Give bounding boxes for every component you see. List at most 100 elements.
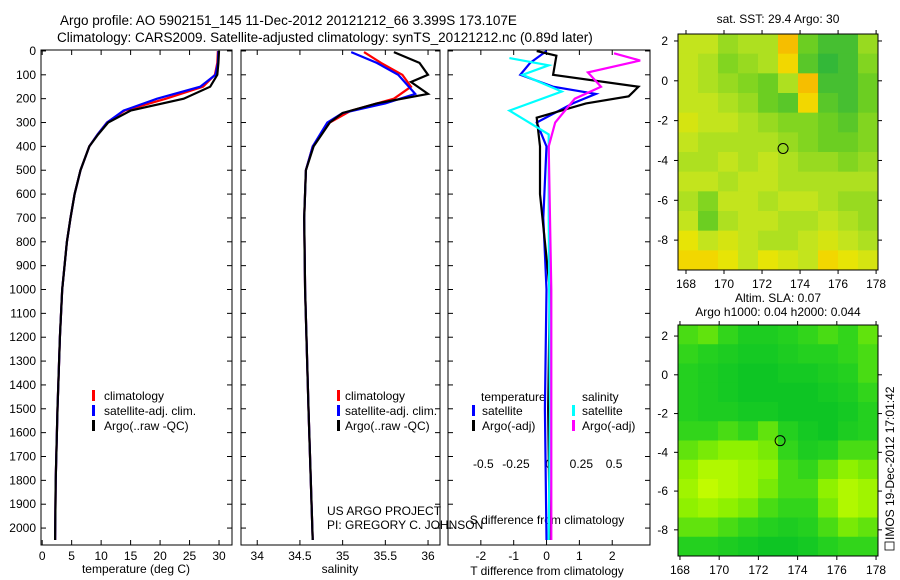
- map-cell: [758, 191, 779, 212]
- map-cell: [738, 440, 759, 461]
- map-cell: [738, 93, 759, 114]
- lon-tick-label: 176: [828, 277, 848, 291]
- map-cell: [718, 382, 739, 403]
- map-cell: [678, 363, 699, 384]
- map-cell: [758, 325, 779, 345]
- legend-swatch-s-argo: [572, 420, 575, 431]
- y-tick-label: 300: [16, 116, 36, 130]
- map-cell: [718, 191, 739, 212]
- map-cell: [798, 363, 819, 384]
- series-climatology: [54, 50, 219, 541]
- lat-tick-label: 0: [661, 74, 668, 88]
- lat-tick-label: -8: [657, 233, 668, 247]
- timestamp-stamp: IMOS 19-Dec-2012 17:01:42: [883, 386, 897, 551]
- map-cell: [698, 152, 719, 173]
- legend-label: climatology: [345, 389, 405, 403]
- map-cell: [778, 498, 799, 518]
- map-cell: [678, 344, 699, 364]
- series-argo-raw-qc-: [54, 50, 221, 541]
- map-cell: [798, 498, 819, 518]
- map-cell: [838, 53, 859, 74]
- map-cell: [678, 325, 699, 345]
- legend-swatch-climatology: [92, 390, 95, 401]
- map-cell: [818, 34, 839, 55]
- map-cell: [758, 536, 779, 557]
- map-cell: [718, 93, 739, 114]
- map-cell: [838, 93, 859, 114]
- map-cell: [698, 171, 719, 192]
- y-tick-label: 1100: [10, 306, 36, 320]
- sla-map-title: Altim. SLA: 0.07: [735, 291, 821, 305]
- legend-difference: temperature salinity satellite Argo(-adj…: [472, 390, 635, 433]
- map-cell: [698, 211, 719, 232]
- map-frame: [677, 33, 879, 271]
- map-cell: [678, 459, 699, 480]
- map-cell: [678, 498, 699, 518]
- map-cell: [738, 112, 759, 133]
- legend-swatch-t-argo: [472, 420, 475, 431]
- map-cell: [738, 382, 759, 403]
- map-cell: [838, 132, 859, 153]
- map-cell: [798, 93, 819, 114]
- legend-label: satellite-adj. clim.: [345, 404, 437, 418]
- map-cell: [798, 112, 819, 133]
- map-cell: [698, 402, 719, 422]
- argo-location-marker: [774, 435, 786, 447]
- x-tick-label: 2: [609, 549, 616, 563]
- legend-header-temperature: temperature: [481, 390, 546, 404]
- map-cell: [778, 250, 799, 271]
- map-cell: [858, 498, 879, 518]
- map-cell: [798, 152, 819, 173]
- map-cell: [818, 536, 839, 557]
- map-cell: [778, 517, 799, 538]
- map-cell: [798, 440, 819, 461]
- map-cell: [798, 421, 819, 441]
- map-cell: [678, 132, 699, 153]
- map-cell: [798, 325, 819, 345]
- map-cell: [858, 132, 879, 153]
- lon-tick-label: 178: [866, 277, 886, 291]
- map-cell: [698, 382, 719, 403]
- map-cell: [718, 73, 739, 94]
- map-cell: [838, 250, 859, 271]
- map-cell: [798, 402, 819, 422]
- map-cell: [818, 479, 839, 499]
- map-cell: [838, 498, 859, 518]
- map-cell: [778, 421, 799, 441]
- map-cell: [758, 479, 779, 499]
- y-tick-label: 1200: [9, 330, 36, 344]
- x-tick-label: -1: [508, 549, 519, 563]
- map-cell: [858, 517, 879, 538]
- map-cell: [758, 93, 779, 114]
- map-cell: [698, 536, 719, 557]
- map-cell: [738, 132, 759, 153]
- x-tick-label: 25: [183, 549, 197, 563]
- map-cell: [758, 73, 779, 94]
- temperature-axes: 0100200300400500600700800900100011001200…: [9, 44, 233, 563]
- y-tick-label: 1900: [9, 497, 36, 511]
- map-cell: [858, 152, 879, 173]
- map-cell: [758, 498, 779, 518]
- map-cell: [858, 250, 879, 271]
- map-cell: [778, 171, 799, 192]
- lat-tick-label: -4: [657, 445, 668, 459]
- map-cell: [858, 211, 879, 232]
- map-cell: [818, 363, 839, 384]
- map-cell: [698, 459, 719, 480]
- legend-swatch-argo: [337, 420, 340, 431]
- map-cell: [698, 34, 719, 55]
- map-cell: [678, 382, 699, 403]
- sst-map-title: sat. SST: 29.4 Argo: 30: [717, 12, 840, 26]
- map-cell: [818, 230, 839, 251]
- lon-tick-label: 170: [709, 563, 729, 577]
- legend-label: satellite-adj. clim.: [104, 404, 196, 418]
- map-cell: [818, 325, 839, 345]
- map-cell: [678, 93, 699, 114]
- map-cell: [758, 152, 779, 173]
- y-tick-label: 1300: [9, 354, 36, 368]
- x-tick-label: 34.5: [288, 549, 312, 563]
- map-cell: [738, 230, 759, 251]
- sla-map: 168 170 172 174 176 178 2 0 -2 -4 -6 -8: [657, 321, 886, 577]
- legend-header-salinity: salinity: [582, 390, 619, 404]
